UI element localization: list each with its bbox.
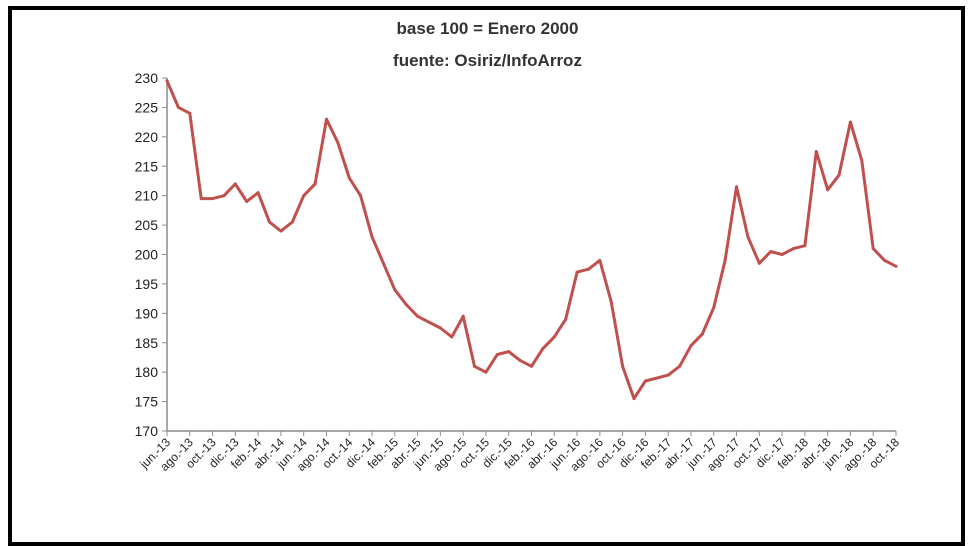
- data-point: [723, 258, 727, 262]
- data-point: [381, 261, 385, 265]
- y-tick-label: 215: [135, 158, 159, 174]
- data-point: [233, 182, 237, 186]
- series-line: [165, 79, 898, 401]
- data-point: [814, 150, 818, 153]
- data-point: [256, 191, 260, 195]
- data-point: [883, 258, 887, 262]
- data-point: [484, 370, 488, 374]
- data-point: [621, 364, 625, 368]
- data-point: [176, 105, 180, 109]
- data-point: [848, 120, 852, 124]
- data-point: [552, 335, 556, 339]
- y-tick-label: 185: [135, 335, 159, 351]
- data-point: [199, 197, 203, 201]
- y-tick-label: 170: [135, 423, 159, 439]
- data-point: [792, 247, 795, 251]
- data-point: [507, 350, 511, 354]
- data-point: [803, 244, 807, 248]
- y-tick-label: 200: [135, 247, 159, 263]
- data-point: [575, 270, 579, 274]
- data-point: [712, 305, 716, 309]
- data-point: [780, 253, 784, 256]
- data-point: [666, 373, 670, 377]
- data-point: [587, 267, 590, 271]
- data-point: [700, 332, 704, 336]
- data-point: [769, 250, 773, 254]
- y-tick-label: 190: [135, 305, 159, 321]
- data-point: [279, 229, 283, 233]
- y-tick-label: 180: [135, 364, 159, 380]
- y-tick-label: 230: [135, 70, 159, 86]
- y-tick-label: 205: [135, 217, 159, 233]
- data-point: [689, 344, 693, 348]
- data-point: [871, 247, 875, 251]
- data-point: [450, 335, 454, 339]
- data-point: [325, 117, 328, 121]
- data-point: [826, 188, 830, 192]
- data-point: [188, 111, 192, 115]
- data-point: [347, 176, 351, 180]
- data-point: [290, 220, 294, 224]
- data-point: [609, 300, 613, 304]
- data-point: [735, 185, 738, 189]
- line-chart: 170175180185190195200205210215220225230j…: [135, 70, 903, 474]
- data-point: [746, 235, 750, 239]
- y-tick-label: 195: [135, 276, 159, 292]
- y-tick-label: 225: [135, 99, 159, 115]
- data-point: [643, 379, 647, 383]
- data-point: [894, 264, 898, 268]
- data-point: [302, 194, 306, 198]
- data-point: [632, 397, 636, 401]
- data-point: [564, 317, 568, 321]
- data-point: [473, 364, 476, 368]
- data-point: [541, 347, 545, 351]
- data-point: [416, 314, 420, 318]
- y-tick-label: 210: [135, 188, 159, 204]
- y-tick-label: 220: [135, 129, 159, 145]
- data-point: [165, 79, 169, 83]
- data-point: [268, 220, 271, 224]
- data-point: [837, 173, 841, 177]
- data-point: [336, 141, 340, 145]
- data-point: [404, 303, 408, 306]
- data-point: [678, 364, 682, 368]
- y-tick-label: 175: [135, 394, 159, 410]
- data-point: [427, 320, 431, 324]
- data-point: [370, 235, 374, 239]
- data-point: [655, 376, 659, 380]
- data-point: [438, 326, 442, 330]
- data-point: [393, 288, 397, 292]
- data-point: [757, 261, 761, 265]
- data-point: [518, 358, 522, 362]
- data-point: [222, 194, 226, 198]
- data-point: [359, 194, 363, 198]
- data-point: [313, 182, 317, 186]
- data-point: [495, 353, 499, 356]
- data-point: [860, 158, 864, 162]
- chart-subtitle-line-1: base 100 = Enero 2000: [396, 19, 579, 38]
- data-point: [211, 197, 215, 201]
- data-point: [598, 258, 602, 262]
- data-point: [245, 200, 249, 203]
- chart-subtitle-line-2: fuente: Osiriz/InfoArroz: [393, 51, 582, 70]
- data-point: [461, 314, 465, 318]
- data-point: [530, 364, 533, 368]
